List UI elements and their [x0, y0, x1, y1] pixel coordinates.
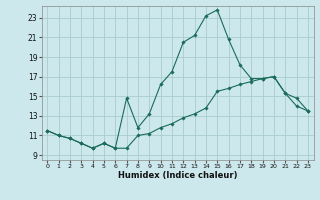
X-axis label: Humidex (Indice chaleur): Humidex (Indice chaleur): [118, 171, 237, 180]
